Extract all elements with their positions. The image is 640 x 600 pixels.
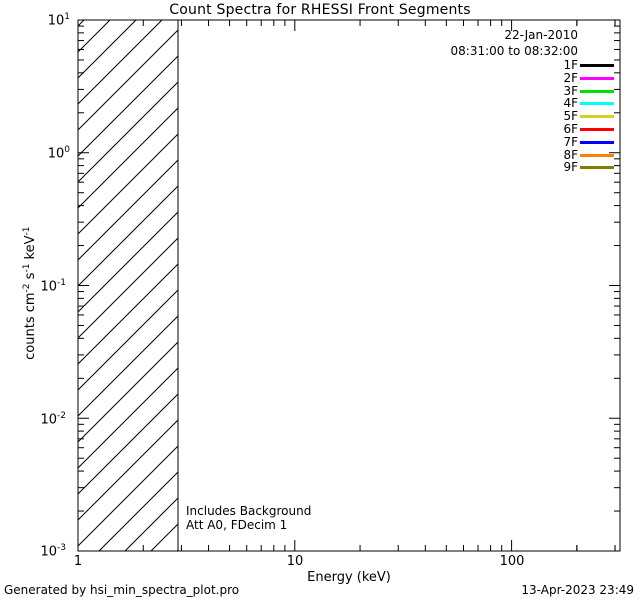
plot-annotations: Includes Background Att A0, FDecim 1	[186, 504, 311, 532]
legend-swatch-2f	[580, 76, 614, 80]
legend-swatch-7f	[580, 140, 614, 144]
legend-item-3f[interactable]: 3F	[470, 83, 620, 99]
legend-label-4f: 4F	[563, 96, 578, 111]
legend-item-1f[interactable]: 1F	[470, 58, 620, 73]
annotation-includes-background: Includes Background	[186, 504, 312, 518]
y-tick-mantissa: 10	[40, 279, 58, 295]
excluded-band-hatch	[78, 20, 179, 551]
legend-item-9f[interactable]: 9F	[470, 160, 620, 175]
legend-label-1f: 1F	[563, 58, 578, 72]
y-tick-label-1e1: 101	[24, 12, 70, 28]
y-tick-label-1e-2: 10-2	[20, 411, 66, 427]
legend-label-7f: 7F	[563, 134, 578, 149]
footer-generator: Generated by hsi_min_spectra_plot.pro	[4, 583, 240, 597]
y-tick-exponent: -1	[57, 278, 66, 288]
legend-swatch-6f	[580, 128, 614, 131]
y-tick-exponent: -2	[57, 411, 66, 421]
legend-swatch-3f	[580, 89, 614, 93]
legend-swatch-9f	[580, 166, 614, 170]
y-tick-label-1e-1: 10-1	[20, 278, 66, 294]
y-tick-exponent: 1	[64, 12, 70, 22]
annotation-attenuator-state: Att A0, FDecim 1	[186, 518, 288, 532]
x-axis-title: Energy (keV)	[307, 570, 391, 585]
legend-swatch-4f	[580, 102, 614, 106]
y-tick-mantissa: 10	[47, 146, 65, 162]
legend-item-5f[interactable]: 5F	[470, 109, 620, 124]
legend-label-5f: 5F	[563, 109, 578, 124]
y-tick-mantissa: 10	[40, 412, 58, 428]
y-tick-label-1e0: 100	[24, 145, 70, 161]
page-title: Count Spectra for RHESSI Front Segments	[169, 2, 471, 18]
legend-item-6f[interactable]: 6F	[470, 122, 620, 137]
legend-item-7f[interactable]: 7F	[470, 134, 620, 150]
y-axis-title: counts cm-2 s-1 keV-1	[21, 226, 39, 360]
legend-label-6f: 6F	[563, 122, 578, 136]
legend-label-8f: 8F	[563, 147, 578, 162]
legend-label-2f: 2F	[563, 70, 578, 85]
footer-timestamp: 13-Apr-2023 23:49	[521, 583, 634, 597]
x-tick-label-1: 1	[73, 554, 83, 569]
y-tick-exponent: 0	[64, 145, 70, 155]
legend-label-3f: 3F	[563, 83, 578, 98]
legend-swatch-5f	[580, 115, 614, 119]
legend-label-9f: 9F	[563, 160, 578, 175]
x-tick-label-100: 100	[499, 554, 525, 569]
legend-swatch-8f	[580, 153, 614, 157]
legend-swatch-1f	[580, 64, 614, 67]
y-tick-mantissa: 10	[47, 13, 65, 29]
x-tick-label-10: 10	[286, 554, 304, 569]
x-axis-ticks	[77, 20, 616, 551]
y-tick-exponent: -3	[57, 543, 66, 553]
y-tick-mantissa: 10	[40, 544, 58, 560]
legend-time-range: 08:31:00 to 08:32:00	[450, 44, 578, 58]
legend-item-2f[interactable]: 2F	[470, 70, 620, 86]
legend-item-4f[interactable]: 4F	[470, 96, 620, 111]
y-axis-ticks	[78, 19, 620, 552]
y-tick-label-1e-3: 10-3	[20, 543, 66, 559]
legend-date: 22-Jan-2010	[504, 28, 578, 42]
legend-item-8f[interactable]: 8F	[470, 147, 620, 163]
